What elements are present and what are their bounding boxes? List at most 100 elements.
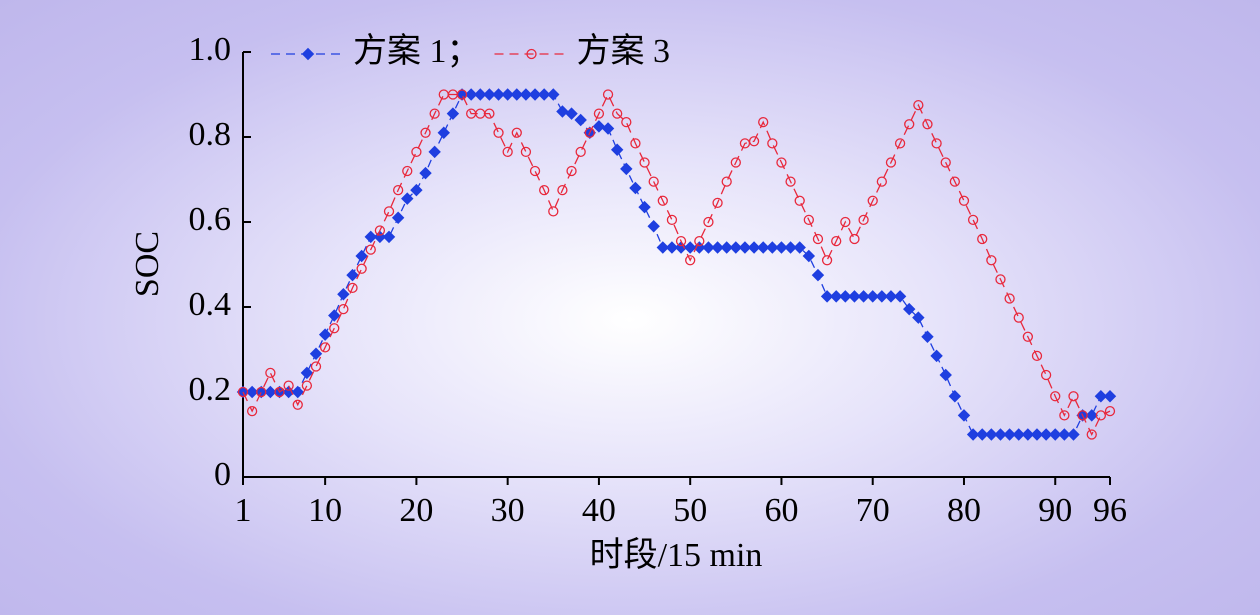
data-point (893, 290, 907, 303)
legend-item: 方案 1； (271, 32, 481, 70)
data-point (957, 409, 971, 422)
data-point (602, 89, 614, 100)
data-point (867, 195, 878, 206)
data-point (328, 309, 341, 322)
legend-label: 方案 3 (577, 32, 671, 70)
data-point (256, 386, 267, 398)
y-tick-label: 0 (214, 456, 231, 493)
data-point (264, 385, 277, 399)
data-point (428, 145, 441, 159)
data-point (630, 138, 641, 149)
data-point (621, 116, 632, 128)
data-point (904, 119, 915, 130)
data-point (638, 200, 651, 214)
data-point (419, 166, 432, 180)
data-point (811, 268, 825, 282)
data-point (1094, 390, 1108, 403)
data-point (976, 428, 989, 441)
data-point (519, 88, 533, 101)
data-point (1050, 391, 1061, 402)
data-point (438, 89, 449, 100)
data-point (913, 99, 924, 111)
data-point (1068, 391, 1079, 402)
data-point (821, 255, 833, 266)
data-point (939, 368, 952, 382)
data-point (292, 399, 303, 410)
data-point (912, 311, 925, 324)
data-point (401, 192, 414, 205)
data-point (511, 127, 522, 138)
data-point (1077, 410, 1088, 421)
data-point (1104, 405, 1116, 417)
data-point (539, 184, 550, 196)
data-point (1058, 428, 1071, 441)
data-point (876, 176, 887, 187)
data-point (291, 385, 304, 399)
data-point (977, 233, 988, 245)
data-point (683, 241, 697, 254)
data-point (329, 323, 340, 334)
data-point (1039, 428, 1053, 441)
data-point (474, 88, 487, 101)
data-point (1031, 350, 1043, 362)
data-point (310, 361, 322, 372)
data-point (849, 233, 860, 245)
data-point (848, 290, 861, 303)
data-point (1030, 428, 1044, 441)
data-point (702, 241, 715, 254)
data-point (300, 366, 314, 380)
data-point (903, 302, 916, 316)
data-point (694, 235, 705, 247)
data-point (766, 241, 779, 254)
data-point (665, 241, 679, 254)
data-point (1086, 429, 1097, 440)
data-point (556, 105, 569, 118)
data-point (411, 146, 422, 158)
series-line (243, 93, 1110, 436)
data-point (1012, 428, 1025, 441)
data-point (894, 138, 906, 149)
data-point (666, 214, 678, 226)
data-point (402, 165, 413, 177)
data-point (601, 122, 615, 135)
data-point (1040, 369, 1052, 381)
data-point (784, 241, 797, 254)
data-point (283, 380, 294, 391)
data-point (301, 380, 313, 391)
data-point (557, 184, 568, 196)
data-point (493, 127, 504, 138)
y-tick-label: 0.2 (189, 371, 232, 408)
data-point (612, 108, 623, 119)
data-point (703, 216, 714, 228)
data-point (456, 89, 468, 100)
data-point (712, 197, 723, 209)
data-point (1022, 331, 1034, 342)
data-point (647, 220, 660, 233)
x-tick-label: 10 (308, 492, 342, 529)
data-point (1021, 428, 1035, 441)
data-point (584, 127, 595, 138)
data-point (948, 390, 962, 403)
data-point (875, 290, 889, 303)
y-tick-label: 0.8 (189, 116, 232, 153)
data-point (930, 349, 943, 363)
data-point (776, 157, 787, 168)
data-point (758, 116, 769, 128)
x-tick-label: 90 (1038, 492, 1072, 529)
data-point (309, 347, 323, 360)
data-point (711, 241, 724, 254)
data-point (337, 288, 350, 301)
data-point (374, 225, 386, 236)
data-point (793, 241, 806, 254)
data-point (949, 176, 961, 187)
data-point (318, 328, 332, 341)
data-point (820, 290, 834, 303)
data-point (446, 107, 460, 120)
data-point (528, 88, 542, 101)
x-tick-label: 80 (947, 492, 981, 529)
data-point (1013, 312, 1024, 323)
data-point (921, 330, 934, 343)
data-point (648, 176, 659, 187)
x-tick-label: 70 (856, 492, 890, 529)
data-point (383, 206, 395, 217)
